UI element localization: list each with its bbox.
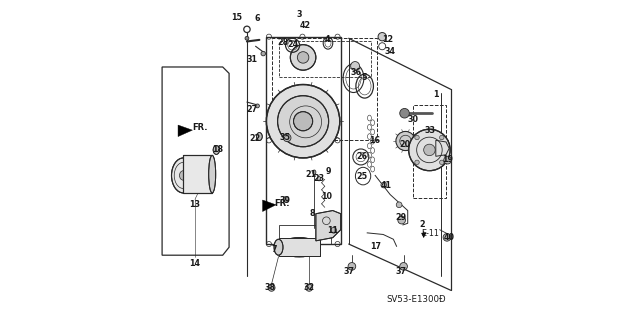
Ellipse shape: [257, 133, 262, 141]
Text: 16: 16: [369, 137, 380, 145]
Text: 23: 23: [313, 174, 324, 183]
Ellipse shape: [213, 145, 220, 154]
Text: 15: 15: [232, 13, 243, 22]
Bar: [278, 225, 331, 244]
Circle shape: [298, 52, 309, 63]
Ellipse shape: [274, 239, 283, 255]
Text: 10: 10: [321, 192, 332, 201]
Text: 27: 27: [247, 105, 258, 114]
Text: 11: 11: [327, 226, 338, 235]
Circle shape: [409, 129, 450, 171]
Circle shape: [294, 112, 313, 131]
Text: 39: 39: [280, 197, 291, 205]
Circle shape: [381, 182, 387, 188]
Text: 12: 12: [381, 35, 393, 44]
Circle shape: [291, 45, 316, 70]
Text: 20: 20: [399, 140, 410, 149]
Text: 42: 42: [300, 21, 311, 30]
Circle shape: [261, 51, 266, 56]
Circle shape: [266, 85, 340, 158]
Text: 17: 17: [371, 242, 381, 251]
Circle shape: [398, 216, 406, 224]
Circle shape: [245, 36, 249, 40]
Text: 28: 28: [278, 38, 289, 47]
Text: 22: 22: [250, 134, 260, 143]
Text: 29: 29: [396, 213, 406, 222]
Circle shape: [440, 135, 444, 140]
Text: 14: 14: [189, 259, 200, 268]
Circle shape: [306, 284, 313, 291]
Polygon shape: [262, 200, 276, 211]
Text: 21: 21: [305, 170, 317, 179]
Text: 7: 7: [271, 245, 277, 254]
Text: 36: 36: [350, 68, 361, 77]
Circle shape: [255, 104, 259, 108]
Text: 5: 5: [361, 73, 367, 82]
Ellipse shape: [209, 155, 216, 193]
Circle shape: [268, 284, 275, 291]
Text: 33: 33: [424, 126, 435, 135]
Circle shape: [400, 263, 408, 270]
Circle shape: [400, 108, 410, 118]
Bar: [413, 105, 446, 198]
Text: 37: 37: [344, 267, 355, 276]
Circle shape: [415, 160, 419, 165]
Text: 4: 4: [324, 35, 330, 44]
Circle shape: [284, 134, 291, 142]
Polygon shape: [178, 125, 193, 137]
Text: 1: 1: [433, 90, 438, 99]
Text: 19: 19: [442, 155, 453, 164]
Circle shape: [396, 202, 402, 208]
Text: 34: 34: [385, 47, 396, 56]
Circle shape: [378, 33, 387, 41]
Circle shape: [415, 135, 419, 140]
Text: 9: 9: [326, 167, 331, 176]
Ellipse shape: [313, 170, 316, 174]
Circle shape: [424, 144, 435, 156]
Circle shape: [278, 96, 328, 147]
Bar: [184, 155, 212, 193]
Circle shape: [443, 234, 451, 241]
Text: 41: 41: [381, 181, 392, 190]
Text: 18: 18: [212, 145, 223, 154]
Text: 31: 31: [247, 55, 258, 63]
Polygon shape: [278, 238, 320, 256]
Circle shape: [331, 227, 337, 233]
Bar: [184, 155, 212, 193]
Text: 2: 2: [419, 220, 425, 229]
Ellipse shape: [172, 158, 195, 193]
Text: 37: 37: [396, 267, 406, 276]
Text: SV53-E1300Ð: SV53-E1300Ð: [386, 295, 445, 304]
Ellipse shape: [278, 238, 320, 257]
Circle shape: [440, 160, 444, 165]
Text: 35: 35: [280, 133, 291, 142]
Ellipse shape: [179, 171, 188, 180]
Circle shape: [283, 197, 289, 202]
Bar: [272, 38, 378, 140]
Ellipse shape: [317, 176, 321, 181]
Text: 40: 40: [444, 233, 454, 242]
Text: 3: 3: [296, 10, 302, 19]
Text: 25: 25: [356, 172, 367, 181]
Bar: [278, 41, 371, 77]
Circle shape: [444, 156, 451, 164]
Text: 24: 24: [287, 40, 298, 48]
Text: 13: 13: [189, 200, 200, 209]
Text: 32: 32: [303, 283, 314, 292]
Polygon shape: [316, 211, 340, 241]
Circle shape: [396, 131, 415, 151]
Text: FR.: FR.: [192, 123, 207, 132]
Circle shape: [351, 62, 360, 70]
Text: FR.: FR.: [275, 199, 290, 208]
Text: 8: 8: [310, 209, 316, 218]
Text: 38: 38: [264, 283, 275, 292]
Circle shape: [348, 263, 356, 270]
Text: 6: 6: [255, 14, 260, 23]
Text: 30: 30: [408, 115, 419, 124]
Text: 26: 26: [356, 152, 367, 161]
Text: E-11: E-11: [420, 229, 438, 238]
